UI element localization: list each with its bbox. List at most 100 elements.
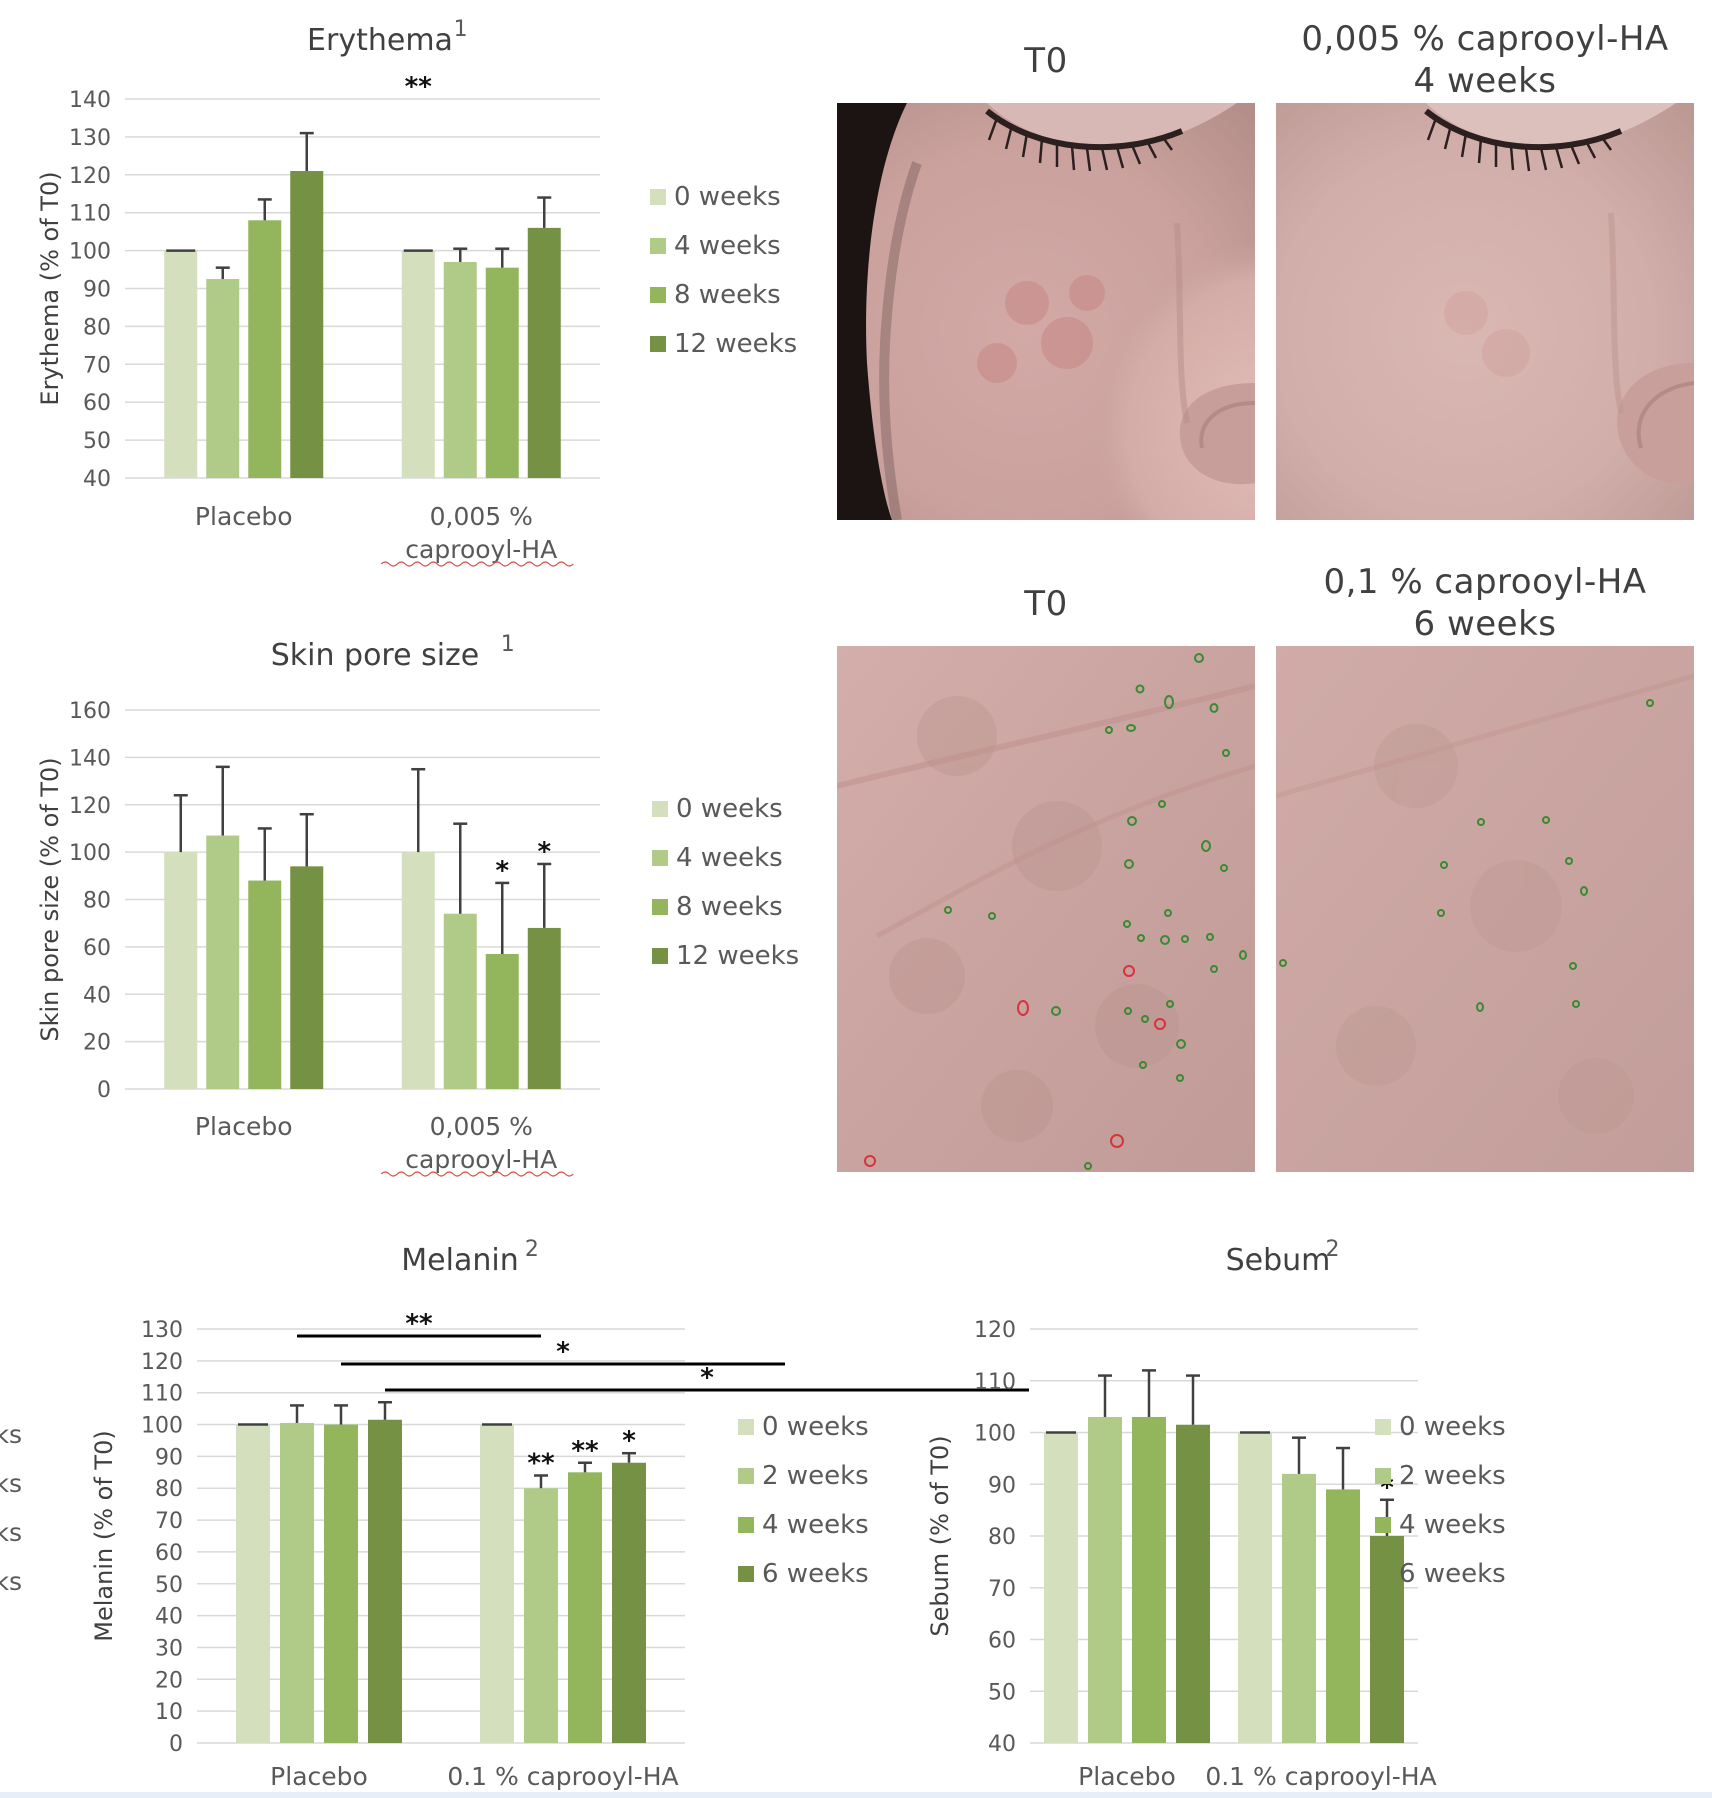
legend-swatch <box>650 287 666 303</box>
y-tick-label: 120 <box>69 794 111 819</box>
chart-title-superscript: 1 <box>454 17 468 42</box>
bar <box>524 1488 558 1743</box>
y-tick-label: 110 <box>141 1382 183 1407</box>
y-tick-label: 80 <box>83 315 111 340</box>
legend-label: 4 weeks <box>762 1510 869 1540</box>
bar-significance-label: * <box>622 1426 636 1456</box>
y-tick-label: 60 <box>988 1629 1016 1654</box>
photo-title-treated-bottom: 0,1 % caprooyl-HA 6 weeks <box>1276 561 1694 645</box>
significance-label: ** <box>405 1309 433 1339</box>
bar <box>164 852 198 1089</box>
y-tick-label: 40 <box>83 467 111 492</box>
face-photo-treated-4w-image <box>1276 103 1694 520</box>
y-tick-label: 40 <box>155 1605 183 1630</box>
y-tick-label: 20 <box>83 1031 111 1056</box>
chart-title-superscript: 2 <box>525 1237 539 1262</box>
pore-photo-t0 <box>837 646 1255 1172</box>
y-tick-label: 130 <box>141 1318 183 1343</box>
legend-label: 4 weeks <box>676 843 783 873</box>
bar <box>485 953 519 1089</box>
category-label: 0,005 % <box>430 1112 533 1141</box>
bar-significance-label: * <box>495 856 509 886</box>
bar <box>1176 1424 1210 1743</box>
bar <box>280 1422 314 1743</box>
y-tick-label: 40 <box>988 1732 1016 1757</box>
clipped-legend-item: ks <box>0 1469 22 1498</box>
y-tick-label: 90 <box>988 1473 1016 1498</box>
clipped-legend-item: ks <box>0 1420 22 1449</box>
bar <box>480 1424 514 1743</box>
y-tick-label: 50 <box>155 1573 183 1598</box>
pore-size-chart: Skin pore size 1 0 20 40 60 80 100 120 140 160 Skin… <box>36 632 799 1177</box>
legend-label: 6 weeks <box>762 1559 869 1589</box>
bar <box>164 250 198 478</box>
y-tick-label: 110 <box>69 202 111 227</box>
y-tick-label: 140 <box>69 746 111 771</box>
category-label: 0.1 % caprooyl-HA <box>1205 1762 1436 1791</box>
y-tick-label: 30 <box>155 1636 183 1661</box>
bar <box>1132 1416 1166 1743</box>
bar <box>290 171 324 478</box>
photo-title-treated-top: 0,005 % caprooyl-HA 4 weeks <box>1276 18 1694 102</box>
y-tick-label: 70 <box>988 1577 1016 1602</box>
y-axis-label: Sebum (% of T0) <box>926 1435 954 1636</box>
legend-swatch <box>652 948 668 964</box>
bar-significance-label: * <box>537 837 551 867</box>
y-tick-label: 100 <box>141 1414 183 1439</box>
y-axis-label: Melanin (% of T0) <box>90 1430 118 1641</box>
face-photo-t0 <box>837 103 1255 520</box>
y-tick-label: 100 <box>69 240 111 265</box>
category-label-line2: caprooyl-HA <box>405 1145 557 1174</box>
y-tick-label: 160 <box>69 699 111 724</box>
y-axis-label: Skin pore size (% of T0) <box>36 757 64 1041</box>
photo-title-line: 0,005 % caprooyl-HA <box>1301 19 1669 59</box>
bar <box>1044 1432 1078 1743</box>
category-label: Placebo <box>1078 1762 1176 1791</box>
spellcheck-underline <box>380 561 574 567</box>
photo-title-line: 4 weeks <box>1413 61 1557 101</box>
legend-label: 8 weeks <box>676 892 783 922</box>
gridlines <box>125 98 600 479</box>
y-tick-label: 90 <box>83 278 111 303</box>
bar <box>248 880 282 1089</box>
legend-swatch <box>650 336 666 352</box>
bar <box>401 852 435 1089</box>
y-tick-label: 130 <box>69 126 111 151</box>
bar <box>1238 1432 1272 1743</box>
category-label: Placebo <box>270 1762 368 1791</box>
bar <box>206 279 240 478</box>
bar <box>206 835 240 1089</box>
photo-title-line: 0,1 % caprooyl-HA <box>1323 562 1647 602</box>
photo-title-t0-bottom: T0 <box>1024 584 1068 624</box>
bar <box>527 227 561 478</box>
legend-label: 2 weeks <box>762 1461 869 1491</box>
photo-title-line: 6 weeks <box>1413 604 1557 644</box>
face-photo-treated-4w <box>1276 103 1694 520</box>
y-tick-label: 100 <box>69 841 111 866</box>
y-tick-label: 100 <box>974 1422 1016 1447</box>
bar <box>485 267 519 478</box>
legend-swatch <box>738 1566 754 1582</box>
category-label: Placebo <box>195 502 293 531</box>
legend-swatch <box>652 899 668 915</box>
legend-label: 4 weeks <box>1399 1510 1506 1540</box>
y-tick-label: 50 <box>83 429 111 454</box>
legend-swatch <box>650 238 666 254</box>
category-label: 0,005 % <box>430 502 533 531</box>
y-tick-label: 0 <box>97 1078 111 1103</box>
chart-title: Melanin <box>401 1243 518 1278</box>
gridlines <box>197 1328 685 1744</box>
y-tick-label: 80 <box>83 889 111 914</box>
category-label: 0.1 % caprooyl-HA <box>447 1762 678 1791</box>
y-tick-label: 0 <box>169 1732 183 1757</box>
legend-swatch <box>652 850 668 866</box>
bottom-strip <box>0 1792 1712 1798</box>
category-label: Placebo <box>195 1112 293 1141</box>
y-tick-label: 10 <box>155 1700 183 1725</box>
y-tick-label: 60 <box>83 936 111 961</box>
legend-label: 0 weeks <box>674 182 781 212</box>
bar <box>236 1424 270 1743</box>
y-tick-label: 120 <box>69 164 111 189</box>
bar <box>568 1472 602 1743</box>
